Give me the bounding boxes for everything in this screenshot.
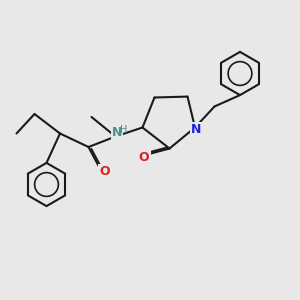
Text: O: O (139, 151, 149, 164)
Text: N: N (112, 126, 122, 140)
Text: H: H (120, 125, 128, 135)
Text: O: O (100, 165, 110, 178)
Text: N: N (191, 123, 202, 136)
